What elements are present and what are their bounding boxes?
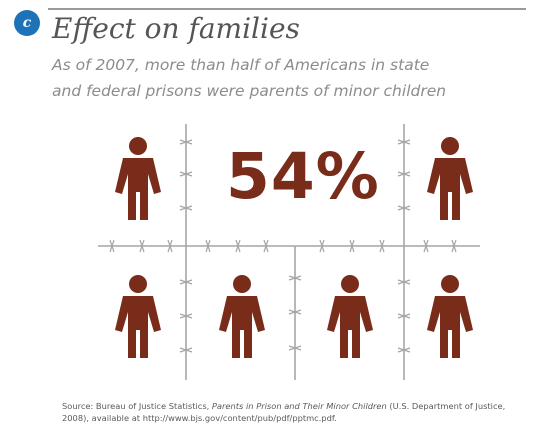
page-title: Effect on families xyxy=(52,12,300,45)
person-icon xyxy=(115,275,161,358)
source-report-title: Parents in Prison and Their Minor Childr… xyxy=(211,401,387,411)
source-citation: Source: Bureau of Justice Statistics, Pa… xyxy=(62,400,532,424)
subtitle: As of 2007, more than half of Americans … xyxy=(52,52,522,104)
subtitle-line-2: and federal prisons were parents of mino… xyxy=(52,82,447,100)
person-icon xyxy=(427,137,473,220)
source-prefix: Source: Bureau of Justice Statistics, xyxy=(62,401,212,411)
subtitle-line-1: As of 2007, more than half of Americans … xyxy=(52,56,430,74)
statistic-percentage: 54% xyxy=(226,140,380,213)
person-icon xyxy=(115,137,161,220)
person-icon xyxy=(219,275,265,358)
person-icon xyxy=(427,275,473,358)
section-badge: c xyxy=(14,10,40,36)
person-icon xyxy=(327,275,373,358)
top-rule xyxy=(48,8,526,10)
source-suffix: (U.S. Department of Justice, 2008), avai… xyxy=(62,401,506,423)
families-infographic xyxy=(98,124,480,380)
barbed-wire-grid xyxy=(98,124,480,380)
